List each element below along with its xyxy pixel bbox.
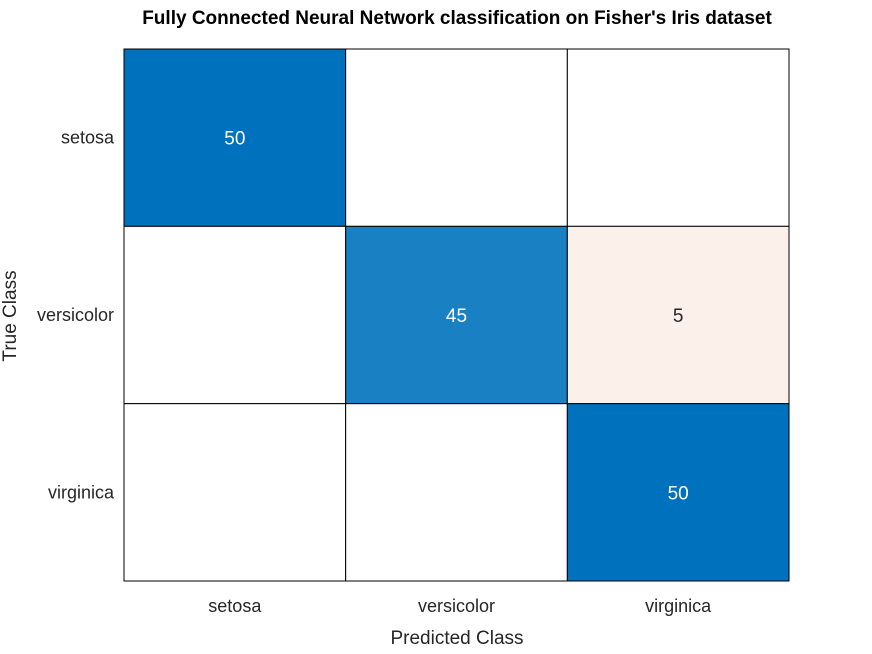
cell-value-versicolor-virginica: 5 (673, 306, 684, 327)
x-axis-label: Predicted Class (390, 628, 523, 649)
cell-value-versicolor-versicolor: 45 (446, 306, 467, 327)
cell-versicolor-setosa (123, 225, 347, 405)
plot-border (123, 48, 790, 582)
cell-value-virginica-virginica: 50 (668, 483, 689, 504)
y-tick-labels: setosa versicolor virginica (37, 128, 115, 503)
x-tick-label-virginica: virginica (645, 596, 712, 616)
cell-setosa-versicolor (345, 48, 568, 227)
x-tick-label-versicolor: versicolor (418, 596, 495, 616)
cell-versicolor-virginica (566, 225, 790, 405)
cell-setosa-virginica (566, 48, 790, 227)
cells-layer (123, 48, 790, 582)
cell-values-layer: 50 45 5 50 (224, 129, 688, 505)
chart-title: Fully Connected Neural Network classific… (142, 8, 772, 29)
x-tick-label-setosa: setosa (208, 596, 262, 616)
y-tick-label-setosa: setosa (61, 128, 115, 148)
x-tick-labels: setosa versicolor virginica (208, 596, 712, 616)
cell-value-setosa-setosa: 50 (224, 129, 245, 150)
cell-virginica-setosa (123, 403, 347, 582)
y-tick-label-versicolor: versicolor (37, 305, 114, 325)
cell-virginica-versicolor (345, 403, 568, 582)
y-axis-label: True Class (0, 270, 21, 361)
y-tick-label-virginica: virginica (48, 482, 115, 502)
cell-setosa-setosa (123, 48, 347, 227)
cell-versicolor-versicolor (345, 225, 568, 405)
